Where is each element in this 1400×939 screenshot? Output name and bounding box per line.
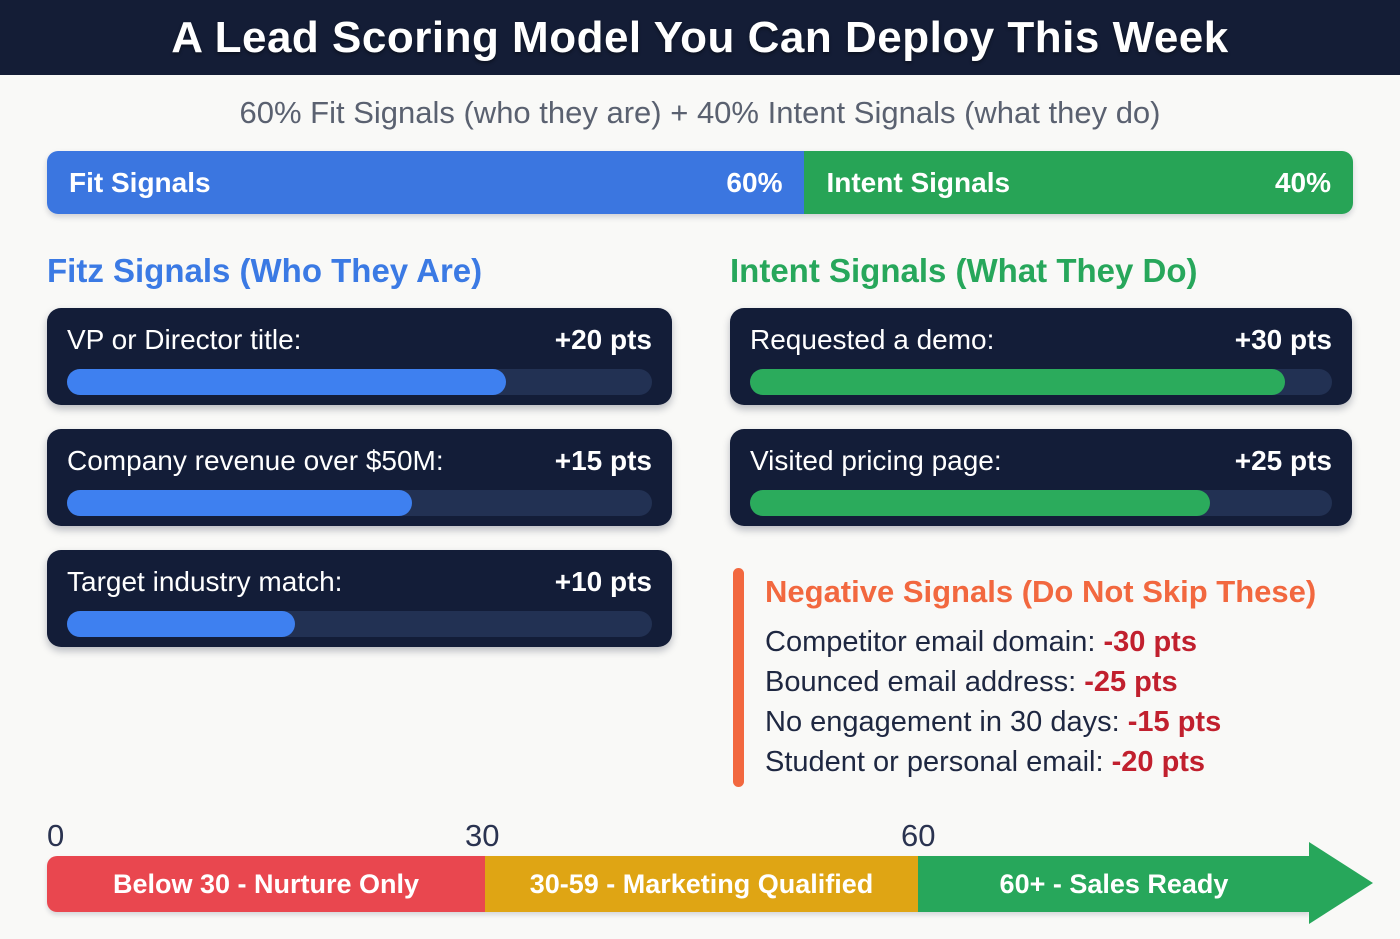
negative-item: No engagement in 30 days: -15 pts [765,702,1375,742]
progress-fill [750,490,1210,516]
progress-fill [67,369,506,395]
score-card: Company revenue over $50M: +15 pts [47,429,672,526]
fit-weight-value: 60% [726,166,783,198]
negative-item-points: -25 pts [1084,666,1178,698]
negative-item-label: Competitor email domain: [765,626,1104,658]
scale-segment-nurture-label: Below 30 - Nurture Only [112,868,420,899]
signal-label: VP or Director title: [67,324,302,355]
signal-label: Target industry match: [67,566,343,597]
progress-track [750,369,1332,395]
intent-weight-value: 40% [1274,166,1331,198]
scale-tick-0: 0 [47,818,65,853]
signal-label: Company revenue over $50M: [67,445,444,476]
negative-accent-bar [733,568,744,787]
signal-points: +20 pts [554,324,652,355]
negative-signals-panel: Negative Signals (Do Not Skip These) Com… [765,574,1375,782]
scale-tick-30: 30 [465,818,500,853]
negative-items-list: Competitor email domain: -30 pts Bounced … [765,622,1375,782]
signal-points: +15 pts [554,445,652,476]
negative-item-points: -30 pts [1103,626,1197,658]
progress-fill [67,490,413,516]
header-banner: A Lead Scoring Model You Can Deploy This… [0,0,1400,75]
negative-item-points: -20 pts [1111,746,1206,778]
intent-weight-label: Intent Signals [826,166,1011,198]
page-title: A Lead Scoring Model You Can Deploy This… [171,12,1229,62]
progress-track [67,369,652,395]
progress-track [67,490,652,516]
weight-split-bar: Fit Signals 60% Intent Signals 40% [47,151,1353,214]
negative-item-points: -15 pts [1127,706,1222,738]
fit-weight-label: Fit Signals [69,166,211,198]
scale-segment-sales-ready-label: 60+ - Sales Ready [999,868,1229,899]
negative-item: Competitor email domain: -30 pts [765,622,1375,662]
progress-track [67,611,652,637]
signal-label: Requested a demo: [750,324,995,355]
negative-item-label: Bounced email address: [765,666,1085,698]
intent-section-heading: Intent Signals (What They Do) [730,252,1198,289]
signal-label: Visited pricing page: [750,445,1002,476]
scale-segment-marketing-qualified-label: 30-59 - Marketing Qualified [529,868,874,899]
scale-segment-marketing-qualified: 30-59 - Marketing Qualified [485,856,918,912]
negative-section-heading: Negative Signals (Do Not Skip These) [765,574,1317,609]
negative-item: Student or personal email: -20 pts [765,742,1375,782]
score-scale-bar: Below 30 - Nurture Only 30-59 - Marketin… [47,856,1310,912]
scale-arrowhead-icon [1309,842,1373,924]
negative-item-label: No engagement in 30 days: [765,706,1128,738]
negative-item: Bounced email address: -25 pts [765,662,1375,702]
progress-track [750,490,1332,516]
scale-segment-sales-ready: 60+ - Sales Ready [918,856,1310,912]
scale-segment-nurture: Below 30 - Nurture Only [47,856,485,912]
intent-cards-list: Requested a demo: +30 pts Visited pricing … [730,308,1352,550]
intent-weight-segment: Intent Signals 40% [804,151,1353,214]
formula-subtitle: 60% Fit Signals (who they are) + 40% Int… [239,95,1161,130]
fit-weight-segment: Fit Signals 60% [47,151,805,214]
fit-section-heading: Fitz Signals (Who They Are) [47,252,483,289]
negative-item-label: Student or personal email: [765,746,1112,778]
progress-fill [67,611,296,637]
signal-points: +25 pts [1234,445,1332,476]
fit-cards-list: VP or Director title: +20 pts Company reve… [47,308,672,671]
score-card: Target industry match: +10 pts [47,550,672,647]
score-card: VP or Director title: +20 pts [47,308,672,405]
signal-points: +10 pts [554,566,652,597]
signal-points: +30 pts [1234,324,1332,355]
score-card: Requested a demo: +30 pts [730,308,1352,405]
scale-tick-60: 60 [901,818,936,853]
progress-fill [750,369,1286,395]
score-card: Visited pricing page: +25 pts [730,429,1352,526]
